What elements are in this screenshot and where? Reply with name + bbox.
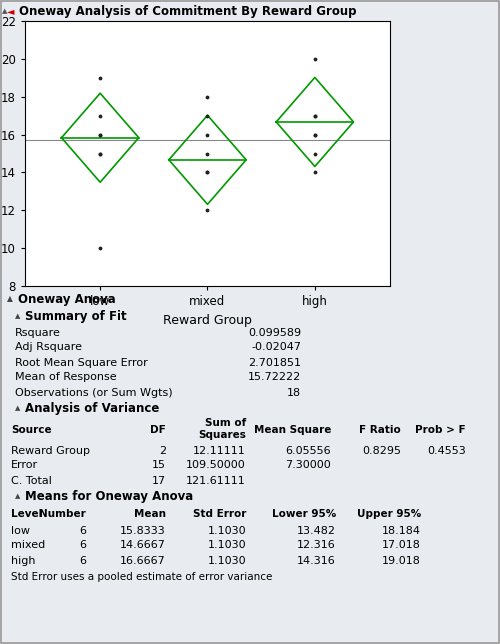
Text: Source: Source <box>11 425 51 435</box>
Text: 109.50000: 109.50000 <box>186 460 246 471</box>
X-axis label: Reward Group: Reward Group <box>163 314 252 327</box>
Text: 6: 6 <box>79 556 86 565</box>
Text: 121.61111: 121.61111 <box>186 475 246 486</box>
Text: Mean: Mean <box>134 509 166 519</box>
Text: Squares: Squares <box>198 430 246 440</box>
Text: Upper 95%: Upper 95% <box>356 509 421 519</box>
Text: ▲: ▲ <box>15 406 20 412</box>
Text: 14.316: 14.316 <box>297 556 336 565</box>
Text: 15.8333: 15.8333 <box>120 526 166 536</box>
Text: C. Total: C. Total <box>11 475 52 486</box>
Text: 1.1030: 1.1030 <box>208 540 246 551</box>
Text: Std Error: Std Error <box>192 509 246 519</box>
Text: mixed: mixed <box>11 540 45 551</box>
Text: Lower 95%: Lower 95% <box>272 509 336 519</box>
Text: 17: 17 <box>152 475 166 486</box>
Text: 15.72222: 15.72222 <box>248 372 301 383</box>
Text: 18: 18 <box>287 388 301 397</box>
Text: 1.1030: 1.1030 <box>208 556 246 565</box>
Text: ▲: ▲ <box>15 493 20 500</box>
Text: ▲: ▲ <box>2 8 8 14</box>
Text: 14.6667: 14.6667 <box>120 540 166 551</box>
Text: -0.02047: -0.02047 <box>251 343 301 352</box>
Text: 7.30000: 7.30000 <box>285 460 331 471</box>
Text: 13.482: 13.482 <box>297 526 336 536</box>
Text: 17.018: 17.018 <box>382 540 421 551</box>
Text: Reward Group: Reward Group <box>11 446 90 455</box>
Text: Number: Number <box>39 509 86 519</box>
Text: DF: DF <box>150 425 166 435</box>
Text: Oneway Analysis of Commitment By Reward Group: Oneway Analysis of Commitment By Reward … <box>19 5 356 17</box>
Text: Means for Oneway Anova: Means for Oneway Anova <box>25 490 193 503</box>
Text: 16.6667: 16.6667 <box>120 556 166 565</box>
Text: Mean Square: Mean Square <box>254 425 331 435</box>
Text: 0.4553: 0.4553 <box>427 446 466 455</box>
Text: ▲: ▲ <box>15 314 20 319</box>
Text: 6.05556: 6.05556 <box>286 446 331 455</box>
Text: 18.184: 18.184 <box>382 526 421 536</box>
Text: 2: 2 <box>159 446 166 455</box>
Text: 0.8295: 0.8295 <box>362 446 401 455</box>
Text: Analysis of Variance: Analysis of Variance <box>25 402 160 415</box>
Text: Sum of: Sum of <box>205 418 246 428</box>
Text: 19.018: 19.018 <box>382 556 421 565</box>
Text: Adj Rsquare: Adj Rsquare <box>15 343 82 352</box>
Text: 1.1030: 1.1030 <box>208 526 246 536</box>
Text: Mean of Response: Mean of Response <box>15 372 116 383</box>
Text: low: low <box>11 526 30 536</box>
Text: 15: 15 <box>152 460 166 471</box>
Text: Prob > F: Prob > F <box>416 425 466 435</box>
Text: F Ratio: F Ratio <box>359 425 401 435</box>
Text: ◄: ◄ <box>7 6 14 16</box>
Text: Error: Error <box>11 460 38 471</box>
Text: Std Error uses a pooled estimate of error variance: Std Error uses a pooled estimate of erro… <box>11 571 272 582</box>
Text: ▲: ▲ <box>7 294 13 303</box>
Text: 6: 6 <box>79 526 86 536</box>
Text: Level: Level <box>11 509 42 519</box>
Text: Rsquare: Rsquare <box>15 328 61 337</box>
Text: Oneway Anova: Oneway Anova <box>18 292 116 305</box>
Text: Summary of Fit: Summary of Fit <box>25 310 126 323</box>
Text: 12.316: 12.316 <box>297 540 336 551</box>
Text: Root Mean Square Error: Root Mean Square Error <box>15 357 148 368</box>
Text: 0.099589: 0.099589 <box>248 328 301 337</box>
Text: Observations (or Sum Wgts): Observations (or Sum Wgts) <box>15 388 172 397</box>
Text: 6: 6 <box>79 540 86 551</box>
Text: 2.701851: 2.701851 <box>248 357 301 368</box>
Text: 12.11111: 12.11111 <box>193 446 246 455</box>
Text: high: high <box>11 556 36 565</box>
